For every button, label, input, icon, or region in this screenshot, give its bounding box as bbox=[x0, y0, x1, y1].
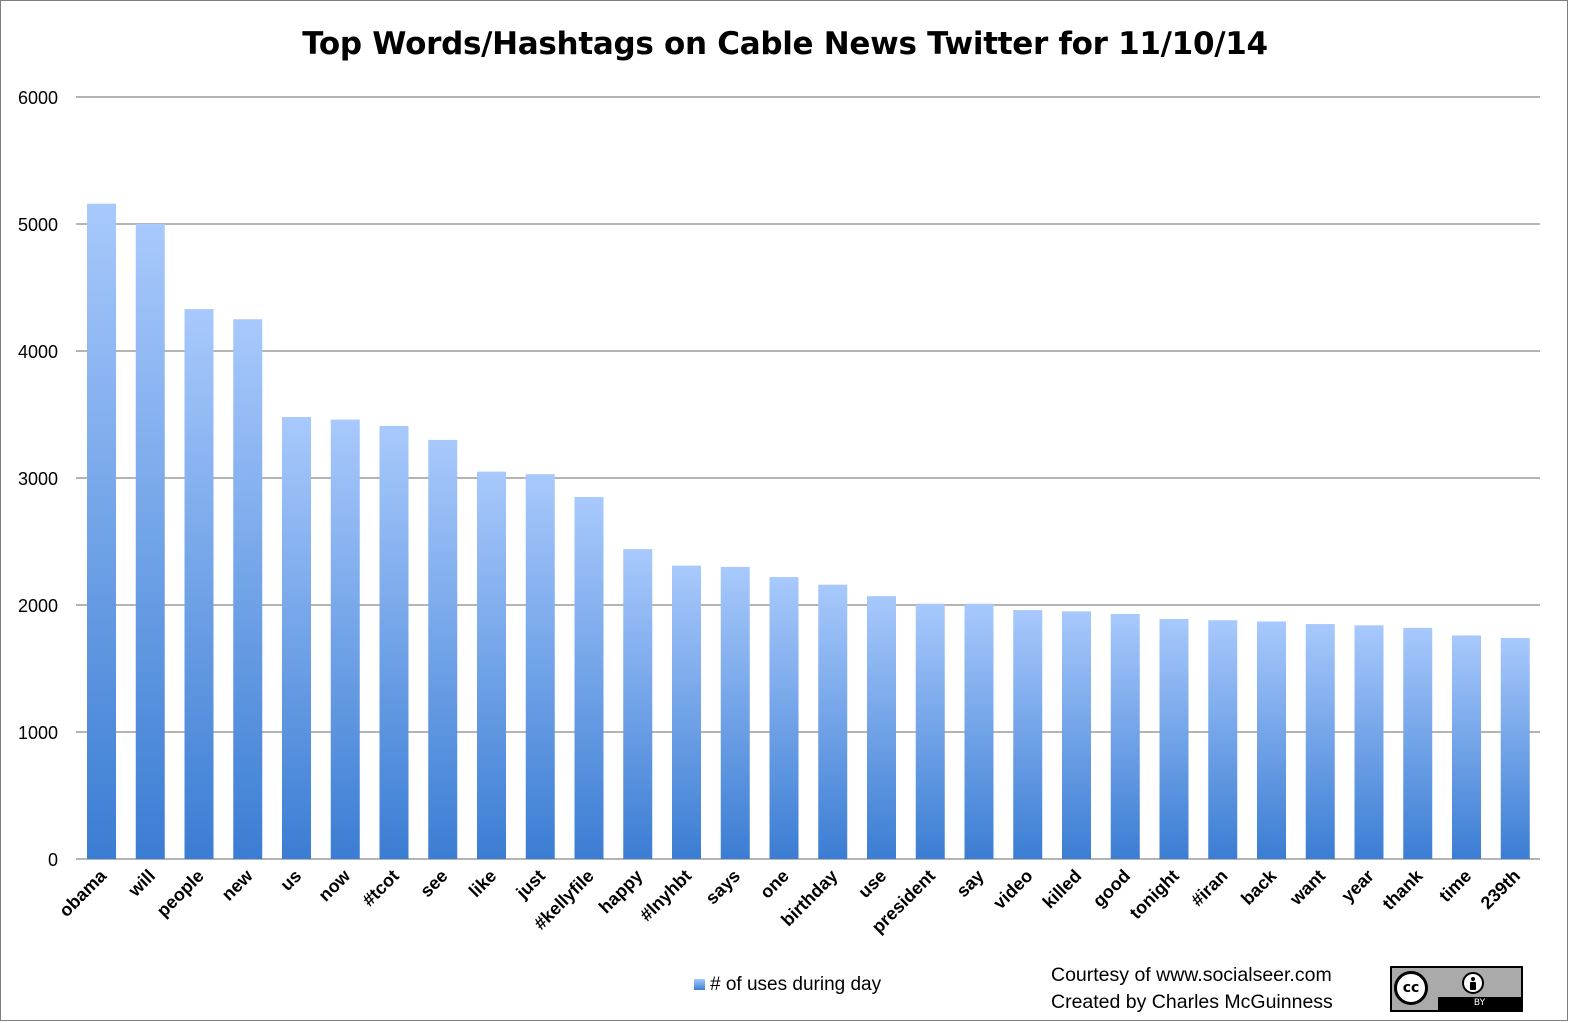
x-tick-label: obama bbox=[55, 865, 111, 921]
x-tick-label: now bbox=[314, 865, 354, 905]
legend-swatch bbox=[694, 978, 705, 990]
y-tick-label: 1000 bbox=[18, 723, 58, 743]
bar-killed bbox=[1062, 611, 1091, 859]
x-tick-label: new bbox=[218, 865, 258, 905]
bar-lnyhbt bbox=[672, 565, 701, 859]
bar-president bbox=[915, 603, 945, 859]
x-tick-label: #iran bbox=[1187, 866, 1232, 911]
x-tick-label: tonight bbox=[1126, 866, 1183, 923]
creative-commons-by-icon: cc BY bbox=[1390, 966, 1523, 1012]
bar-one bbox=[769, 577, 799, 859]
bar-239th bbox=[1500, 638, 1530, 859]
y-tick-label: 2000 bbox=[18, 596, 58, 616]
x-tick-label: want bbox=[1285, 866, 1329, 910]
bar-use bbox=[867, 596, 896, 859]
x-tick-label: one bbox=[756, 866, 793, 903]
x-tick-label: 239th bbox=[1477, 866, 1524, 913]
bars bbox=[87, 203, 1530, 860]
bar-obama bbox=[87, 203, 116, 859]
legend-label: # of uses during day bbox=[710, 974, 882, 995]
bar-people bbox=[184, 309, 214, 860]
y-tick-label: 4000 bbox=[18, 342, 58, 362]
bar-tcot bbox=[379, 425, 409, 859]
x-tick-label: thank bbox=[1378, 865, 1427, 914]
bar-just bbox=[525, 474, 555, 859]
x-tick-label: see bbox=[416, 866, 451, 901]
x-tick-label: us bbox=[276, 866, 305, 895]
bar-back bbox=[1257, 621, 1286, 859]
bar-iran bbox=[1208, 620, 1238, 859]
y-tick-label: 5000 bbox=[18, 215, 58, 235]
x-tick-label: #lnyhbt bbox=[636, 866, 695, 925]
credit-line-1: Courtesy of www.socialseer.com bbox=[1051, 964, 1332, 986]
x-tick-label: use bbox=[854, 866, 890, 902]
bar-tonight bbox=[1159, 618, 1189, 859]
bar-will bbox=[135, 224, 165, 859]
bar-birthday bbox=[818, 584, 848, 859]
x-tick-label: video bbox=[989, 866, 1036, 913]
bar-thank bbox=[1403, 627, 1433, 859]
by-strip bbox=[1438, 997, 1521, 1010]
bar-say bbox=[964, 603, 994, 859]
y-tick-label: 0 bbox=[48, 850, 58, 870]
x-tick-label: will bbox=[124, 866, 159, 901]
attribution-person-icon bbox=[1462, 972, 1484, 994]
bar-year bbox=[1354, 625, 1384, 859]
bar-time bbox=[1452, 635, 1481, 859]
y-axis-ticks: 0 1000 2000 3000 4000 5000 6000 bbox=[18, 88, 58, 870]
by-label: BY bbox=[1473, 998, 1486, 1008]
x-tick-label: time bbox=[1435, 866, 1475, 906]
x-tick-label: good bbox=[1089, 866, 1134, 911]
bar-says bbox=[720, 566, 750, 859]
legend: # of uses during day bbox=[694, 974, 881, 996]
credit-text: Courtesy of www.socialseer.com Created b… bbox=[1051, 962, 1333, 1016]
bar-kellyfile bbox=[574, 497, 604, 859]
gridlines bbox=[76, 96, 1540, 860]
bar-new bbox=[233, 319, 263, 859]
cc-icon: cc bbox=[1394, 971, 1428, 1005]
bar-want bbox=[1305, 624, 1335, 859]
y-tick-label: 6000 bbox=[18, 88, 58, 108]
x-tick-label: people bbox=[153, 866, 208, 921]
bar-now bbox=[330, 419, 360, 859]
chart-title: Top Words/Hashtags on Cable News Twitter… bbox=[302, 26, 1268, 62]
x-tick-label: just bbox=[512, 866, 549, 903]
bar-good bbox=[1110, 613, 1140, 859]
credit-line-2: Created by Charles McGuinness bbox=[1051, 991, 1333, 1013]
x-tick-label: killed bbox=[1039, 866, 1086, 913]
x-tick-label: says bbox=[702, 866, 744, 908]
x-tick-label: #tcot bbox=[358, 866, 403, 911]
x-tick-label: year bbox=[1337, 866, 1377, 906]
bar-happy bbox=[623, 549, 653, 859]
x-tick-label: say bbox=[952, 866, 987, 901]
bar-see bbox=[428, 439, 458, 859]
y-tick-label: 3000 bbox=[18, 469, 58, 489]
x-tick-label: back bbox=[1237, 865, 1281, 909]
bar-like bbox=[477, 471, 506, 859]
x-tick-label: like bbox=[465, 866, 500, 901]
bar-video bbox=[1013, 610, 1043, 859]
bar-us bbox=[282, 417, 311, 859]
